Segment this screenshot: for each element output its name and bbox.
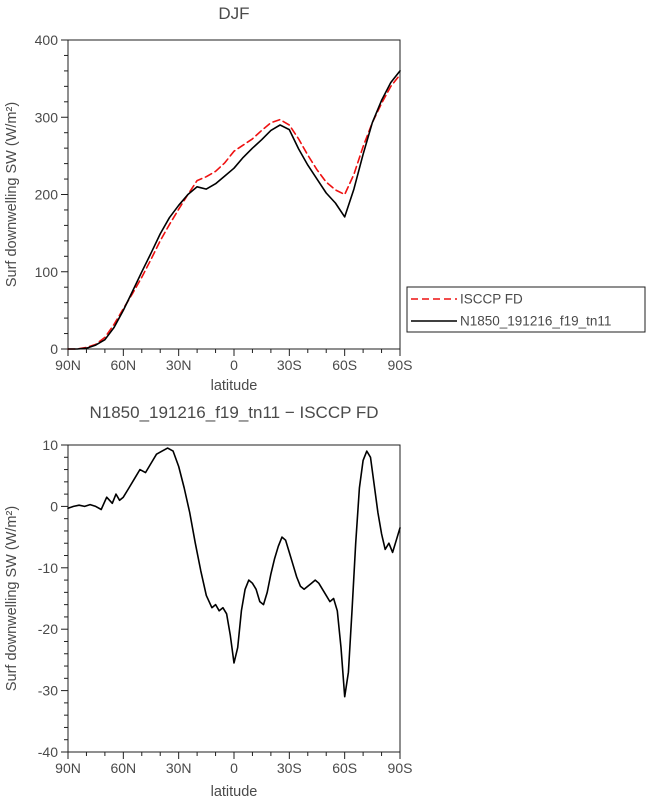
x-tick-label: 60N — [110, 357, 136, 373]
x-tick-label: 90N — [55, 760, 81, 776]
y-tick-label: 200 — [35, 187, 59, 203]
legend-entry-label: ISCCP FD — [460, 292, 523, 307]
y-tick-label: 0 — [50, 341, 58, 357]
y-axis-label: Surf downwelling SW (W/m²) — [4, 506, 20, 691]
x-tick-label: 0 — [230, 357, 238, 373]
top-chart-svg: 90N 60N 30N 0 30S 60S 90S 0 100 200 300 400 DJF latit… — [4, 4, 646, 394]
series-n1850-191216-f19-tn11-line — [67, 70, 401, 350]
y-tick-label: 400 — [35, 32, 59, 48]
x-tick-label: 30S — [277, 357, 302, 373]
legend-entry-label: N1850_191216_f19_tn11 — [460, 314, 611, 329]
y-tick-label: 0 — [50, 498, 58, 514]
y-tick-label: -30 — [38, 683, 58, 699]
x-tick-label: 60N — [110, 760, 136, 776]
x-tick-label: 30N — [166, 760, 192, 776]
y-tick-label: -20 — [38, 621, 58, 637]
series-isccp-fd-line — [67, 74, 401, 350]
y-tick-label: -10 — [38, 560, 58, 576]
x-tick-label: 60S — [332, 357, 357, 373]
legend-box — [406, 286, 646, 333]
x-tick-label: 30S — [277, 760, 302, 776]
bottom-chart-svg: 90N 60N 30N 0 30S 60S 90S -40 -30 -20 -10 0 10 N1850_… — [4, 403, 413, 800]
x-tick-label: 60S — [332, 760, 357, 776]
y-tick-label: 300 — [35, 109, 59, 125]
plot-box — [67, 39, 401, 350]
series-difference-line — [67, 447, 401, 698]
x-axis-label: latitude — [211, 378, 258, 394]
chart-title: DJF — [218, 4, 249, 23]
x-tick-label: 90S — [388, 357, 413, 373]
y-tick-label: 10 — [42, 437, 58, 453]
y-tick-label: 100 — [35, 264, 59, 280]
x-tick-label: 30N — [166, 357, 192, 373]
x-tick-label: 0 — [230, 760, 238, 776]
chart-title: N1850_191216_f19_tn11 − ISCCP FD — [89, 403, 378, 422]
x-tick-label: 90N — [55, 357, 81, 373]
plot-box — [67, 444, 401, 753]
x-axis-label: latitude — [211, 784, 258, 800]
y-axis-label: Surf downwelling SW (W/m²) — [4, 102, 20, 287]
y-tick-label: -40 — [38, 744, 58, 760]
x-tick-label: 90S — [388, 760, 413, 776]
